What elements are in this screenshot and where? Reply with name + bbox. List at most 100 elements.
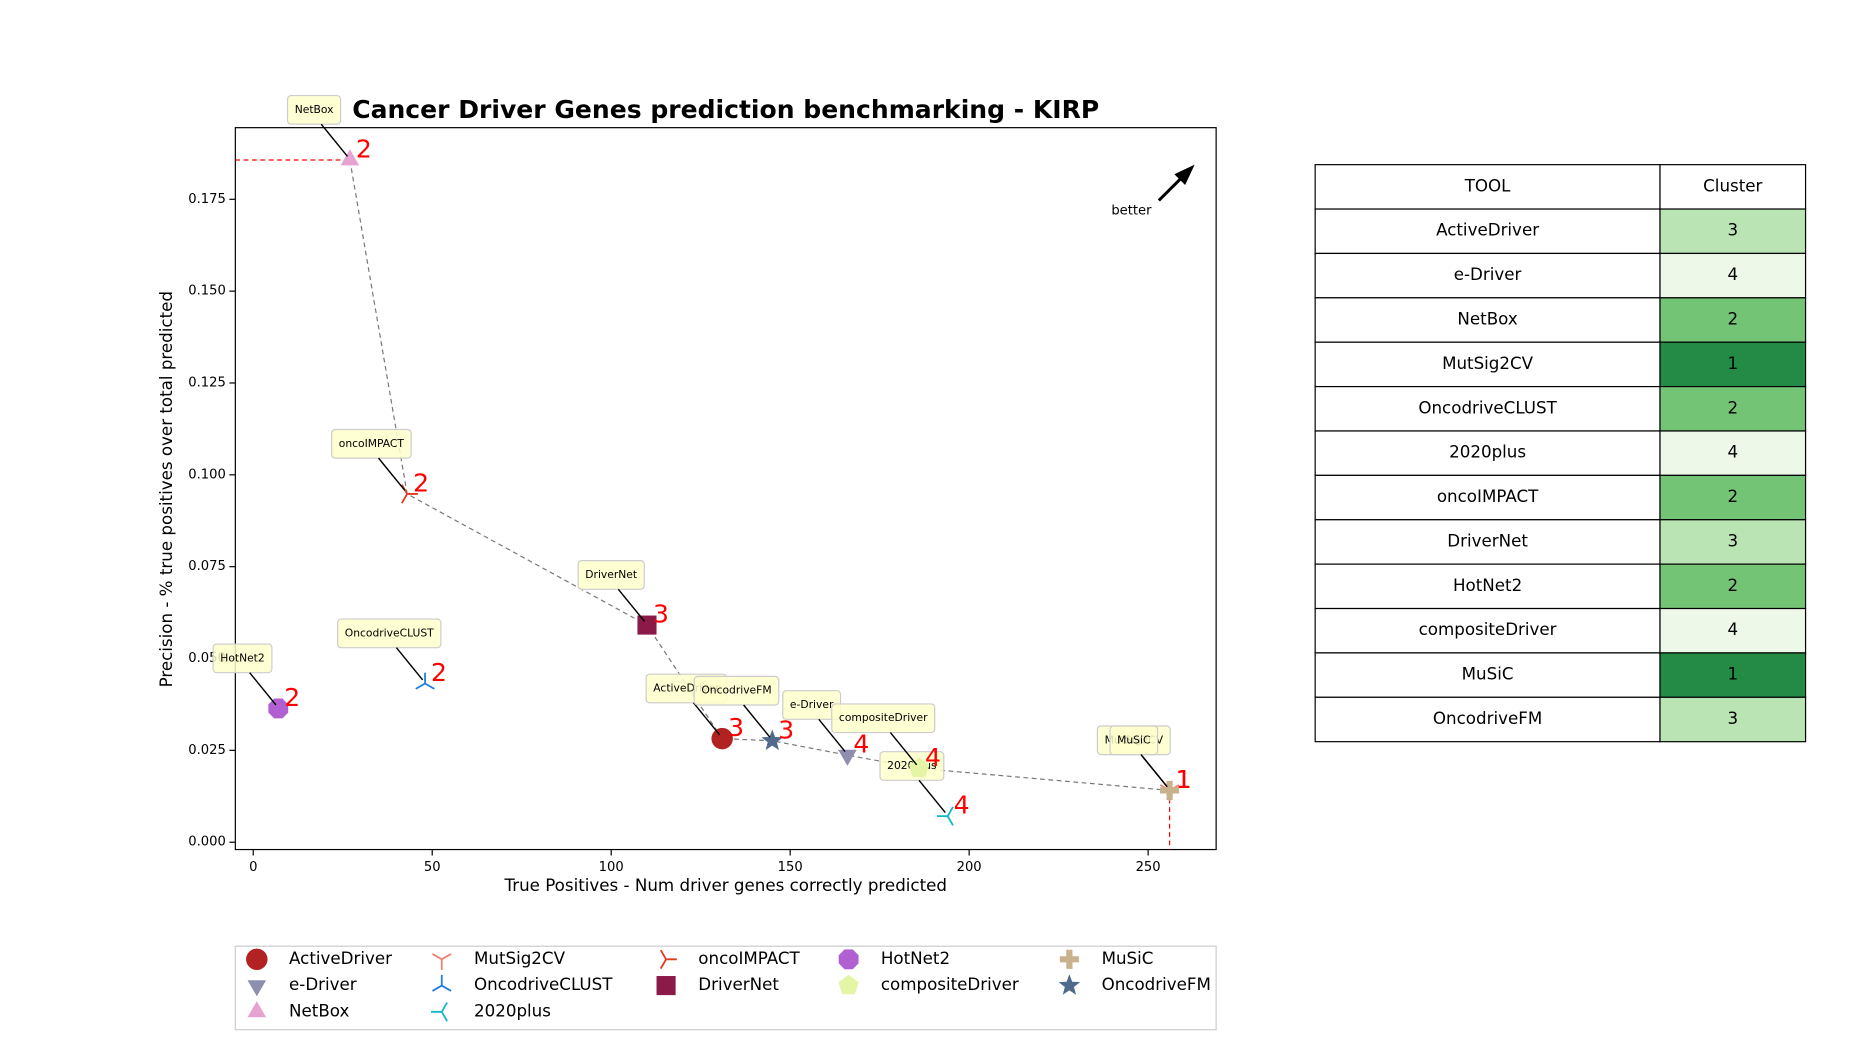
table-cell — [1314, 563, 1661, 610]
label-arrow — [249, 672, 277, 706]
table-cluster-cell — [1659, 696, 1807, 743]
table-cluster: 4 — [1727, 619, 1738, 639]
table-cell — [1314, 607, 1661, 654]
y-tick-label: 0.175 — [188, 192, 226, 207]
table-cluster-cell — [1659, 652, 1807, 698]
x-tick-label: 150 — [778, 860, 803, 875]
point-label: e-Driver — [790, 698, 834, 711]
table-cell — [1314, 385, 1661, 432]
label-arrow — [377, 457, 406, 491]
marker — [268, 698, 289, 719]
cluster-label: 2 — [413, 468, 429, 497]
cluster-label: 3 — [778, 715, 794, 744]
marker — [761, 729, 784, 750]
table-tool: OncodriveFM — [1433, 708, 1542, 728]
legend-label: MuSiC — [1102, 948, 1154, 968]
label-arrow — [692, 702, 721, 736]
x-tick-label: 200 — [957, 860, 982, 875]
table-tool: HotNet2 — [1453, 575, 1522, 595]
table-cluster: 1 — [1727, 664, 1738, 684]
table-tool: OncodriveCLUST — [1418, 397, 1557, 417]
cluster-label: 2 — [356, 134, 372, 163]
point-label: OncodriveCLUST — [345, 626, 434, 639]
marker — [936, 806, 954, 826]
legend-label: MutSig2CV — [474, 948, 566, 968]
legend-marker — [247, 1001, 267, 1018]
table-cluster-cell — [1659, 385, 1807, 432]
table-cell — [1314, 696, 1661, 743]
table-cluster: 2 — [1727, 575, 1738, 595]
legend-marker — [432, 974, 452, 992]
legend-label: OncodriveFM — [1102, 974, 1211, 994]
legend-label: NetBox — [289, 1000, 349, 1020]
table-cluster-cell — [1659, 430, 1807, 476]
marker — [1160, 780, 1180, 800]
table-cluster-cell — [1659, 563, 1807, 610]
point-label: compositeDriver — [839, 711, 928, 724]
y-tick-label: 0.075 — [188, 559, 226, 574]
legend-marker — [246, 948, 268, 971]
label-arrow — [918, 779, 946, 813]
table-cluster-cell — [1659, 607, 1807, 654]
y-tick-label: 0.125 — [188, 375, 226, 390]
point-label: oncoIMPACT — [339, 437, 405, 450]
legend-label: ActiveDriver — [289, 948, 392, 968]
cluster-label: 1 — [1176, 765, 1192, 794]
x-tick-label: 0 — [249, 860, 257, 875]
table-tool: 2020plus — [1449, 442, 1526, 462]
label-arrow — [818, 718, 846, 753]
legend-label: compositeDriver — [881, 974, 1019, 994]
table-cluster: 2 — [1727, 397, 1738, 417]
label-arrow — [617, 588, 646, 622]
label-box — [577, 560, 645, 590]
table-tool: compositeDriver — [1419, 619, 1557, 639]
label-box — [693, 675, 780, 706]
table-tool: MuSiC — [1462, 664, 1514, 684]
marker — [637, 615, 657, 635]
point-label: OncodriveFM — [701, 684, 771, 697]
legend-marker — [838, 949, 859, 970]
table-cluster: 2 — [1727, 309, 1738, 329]
table-cluster-cell — [1659, 208, 1807, 255]
table-tool: oncoIMPACT — [1437, 486, 1539, 506]
cluster-label: 4 — [954, 791, 970, 820]
legend-marker — [247, 980, 267, 997]
label-box — [831, 703, 936, 734]
point-label: HotNet2 — [220, 651, 264, 664]
y-tick-label: 0.100 — [188, 467, 226, 482]
y-tick-label: 0.000 — [188, 835, 226, 850]
point-label: DriverNet — [585, 568, 637, 581]
legend-box — [234, 945, 1217, 1031]
x-axis-label: True Positives - Num driver genes correc… — [503, 875, 947, 895]
y-tick-label: 0.025 — [188, 743, 226, 758]
x-tick-label: 100 — [599, 860, 624, 875]
cluster-label: 4 — [853, 730, 869, 759]
legend-label: OncodriveCLUST — [474, 974, 613, 994]
table-cluster: 1 — [1727, 353, 1738, 373]
legend-marker — [431, 1002, 448, 1022]
label-arrow — [320, 123, 349, 157]
cluster-label: 2 — [284, 683, 300, 712]
x-tick-label: 250 — [1136, 860, 1161, 875]
label-box — [337, 618, 442, 649]
legend-marker — [432, 953, 452, 971]
table-cell — [1314, 519, 1661, 565]
y-axis-label: Precision - % true positives over total … — [156, 291, 176, 687]
label-box — [286, 94, 342, 125]
legend-marker — [838, 974, 859, 995]
table-cluster-cell — [1659, 519, 1807, 565]
chart-title: Cancer Driver Genes prediction benchmark… — [352, 95, 1099, 124]
table-header: TOOL — [1464, 175, 1511, 195]
table-header: Cluster — [1703, 175, 1762, 195]
table-tool: e-Driver — [1454, 264, 1522, 284]
label-box — [1109, 725, 1159, 756]
plot-area — [234, 127, 1217, 851]
legend-marker — [656, 976, 676, 996]
label-box — [212, 643, 273, 674]
table-cluster: 3 — [1727, 530, 1738, 550]
x-tick-label: 50 — [424, 860, 441, 875]
label-arrow — [743, 704, 771, 738]
legend-label: 2020plus — [474, 1000, 551, 1020]
marker — [340, 149, 360, 166]
table-cluster: 4 — [1727, 264, 1738, 284]
